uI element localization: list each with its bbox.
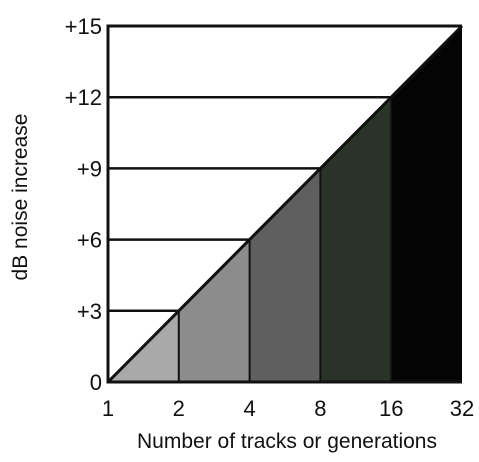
y-tick-labels: 0 +3 +6 +9 +12 +15 [65, 14, 102, 395]
y-tick-label-3: +9 [77, 156, 102, 181]
x-tick-label-3: 8 [314, 396, 326, 421]
axes [106, 24, 462, 384]
area-band-5 [391, 26, 462, 382]
area-bands [108, 26, 462, 382]
x-axis-label: Number of tracks or generations [137, 430, 437, 453]
x-tick-label-2: 4 [243, 396, 255, 421]
series-line [106, 24, 464, 384]
area-band-2 [178, 239, 250, 382]
area-band-4 [320, 97, 392, 382]
y-tick-label-4: +12 [65, 85, 102, 110]
y-tick-label-1: +3 [77, 299, 102, 324]
x-tick-label-0: 1 [102, 396, 114, 421]
x-tick-label-1: 2 [173, 396, 185, 421]
x-tick-label-5: 32 [450, 396, 474, 421]
x-tick-label-4: 16 [379, 396, 403, 421]
gridlines [108, 95, 392, 313]
noise-curve [106, 24, 464, 384]
y-tick-label-5: +15 [65, 14, 102, 39]
x-tick-labels: 1 2 4 8 16 32 [102, 396, 474, 421]
y-tick-label-0: 0 [90, 370, 102, 395]
y-axis-label: dB noise increase [9, 114, 32, 281]
area-band-3 [249, 168, 321, 382]
band-dividers [177, 97, 393, 382]
y-tick-label-2: +6 [77, 228, 102, 253]
